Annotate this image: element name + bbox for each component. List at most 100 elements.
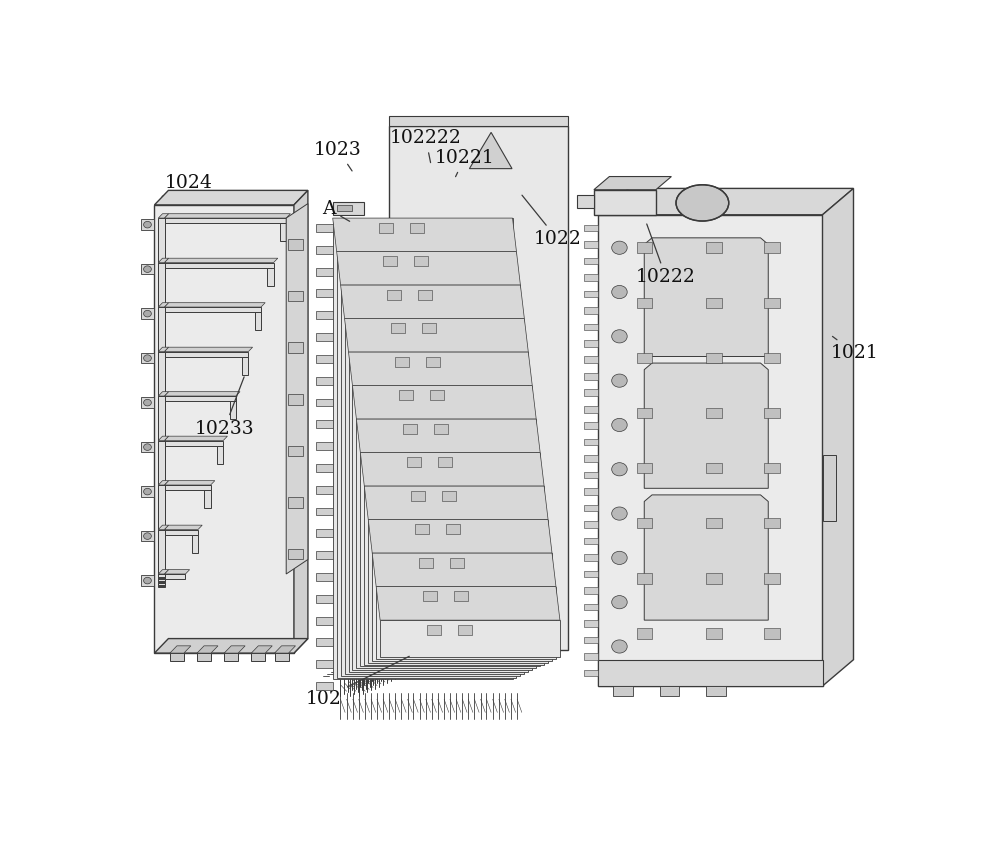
Polygon shape <box>154 639 308 653</box>
Polygon shape <box>165 218 286 223</box>
Bar <box>764 353 780 363</box>
Polygon shape <box>165 574 185 580</box>
Polygon shape <box>192 535 198 553</box>
Polygon shape <box>158 530 165 578</box>
Bar <box>414 256 428 266</box>
Polygon shape <box>165 481 215 485</box>
Bar <box>395 357 409 366</box>
Bar <box>411 490 425 501</box>
Bar <box>637 518 652 528</box>
Polygon shape <box>294 190 308 653</box>
Polygon shape <box>822 455 836 521</box>
Text: 10221: 10221 <box>435 149 494 176</box>
Polygon shape <box>584 554 598 561</box>
Polygon shape <box>165 485 211 490</box>
Circle shape <box>612 241 627 254</box>
Bar <box>706 518 722 528</box>
Bar <box>430 390 444 400</box>
Polygon shape <box>598 188 854 215</box>
Bar <box>418 289 432 300</box>
Polygon shape <box>584 356 598 363</box>
Polygon shape <box>165 263 274 268</box>
Text: 102222: 102222 <box>390 129 462 163</box>
Polygon shape <box>349 352 532 385</box>
Polygon shape <box>360 453 544 486</box>
Polygon shape <box>584 472 598 479</box>
Polygon shape <box>316 616 333 625</box>
Text: A: A <box>322 200 350 222</box>
Bar <box>764 628 780 639</box>
Bar <box>637 242 652 253</box>
Polygon shape <box>165 569 190 574</box>
Text: 102: 102 <box>306 657 409 708</box>
Bar <box>403 424 417 434</box>
Polygon shape <box>337 252 520 285</box>
Bar <box>637 463 652 473</box>
Bar <box>764 518 780 528</box>
Polygon shape <box>584 603 598 610</box>
Polygon shape <box>388 126 568 650</box>
Polygon shape <box>255 312 261 330</box>
Text: 10222: 10222 <box>636 224 696 287</box>
Circle shape <box>612 507 627 520</box>
Polygon shape <box>316 399 333 407</box>
Bar <box>446 524 460 534</box>
Polygon shape <box>584 241 598 247</box>
Polygon shape <box>170 645 191 653</box>
Polygon shape <box>584 620 598 627</box>
Circle shape <box>612 374 627 387</box>
Bar <box>637 407 652 419</box>
Polygon shape <box>644 363 768 488</box>
Bar <box>706 573 722 584</box>
Polygon shape <box>594 176 671 190</box>
Polygon shape <box>584 637 598 643</box>
Circle shape <box>144 488 151 495</box>
Polygon shape <box>356 419 540 453</box>
Bar <box>434 424 448 434</box>
Polygon shape <box>594 190 656 215</box>
Polygon shape <box>316 529 333 538</box>
Polygon shape <box>372 553 552 661</box>
Polygon shape <box>584 307 598 313</box>
Bar <box>419 558 433 568</box>
Circle shape <box>144 532 151 539</box>
Polygon shape <box>584 389 598 396</box>
Bar <box>399 390 413 400</box>
Polygon shape <box>345 318 524 674</box>
Polygon shape <box>158 569 169 574</box>
Circle shape <box>612 596 627 609</box>
Bar <box>706 463 722 473</box>
Polygon shape <box>584 406 598 413</box>
Polygon shape <box>341 285 524 318</box>
Polygon shape <box>368 520 552 553</box>
Polygon shape <box>822 188 854 686</box>
Text: 10233: 10233 <box>194 377 254 438</box>
Polygon shape <box>333 218 512 680</box>
Polygon shape <box>140 397 154 408</box>
Circle shape <box>144 577 151 584</box>
Polygon shape <box>644 238 768 356</box>
Polygon shape <box>170 653 184 661</box>
Circle shape <box>612 285 627 299</box>
Polygon shape <box>224 653 238 661</box>
Polygon shape <box>584 258 598 265</box>
Bar <box>426 357 440 366</box>
Circle shape <box>144 222 151 228</box>
Polygon shape <box>345 318 528 352</box>
Bar <box>407 457 421 467</box>
Polygon shape <box>158 485 165 580</box>
Polygon shape <box>352 385 532 670</box>
Polygon shape <box>316 595 333 603</box>
Polygon shape <box>584 373 598 379</box>
Polygon shape <box>349 352 528 672</box>
Polygon shape <box>158 352 165 583</box>
Polygon shape <box>158 525 169 530</box>
Bar <box>450 558 464 568</box>
Circle shape <box>612 463 627 476</box>
Polygon shape <box>154 205 294 653</box>
Polygon shape <box>288 239 303 250</box>
Bar <box>442 490 456 501</box>
Polygon shape <box>316 333 333 341</box>
Polygon shape <box>644 495 768 620</box>
Polygon shape <box>204 490 211 508</box>
